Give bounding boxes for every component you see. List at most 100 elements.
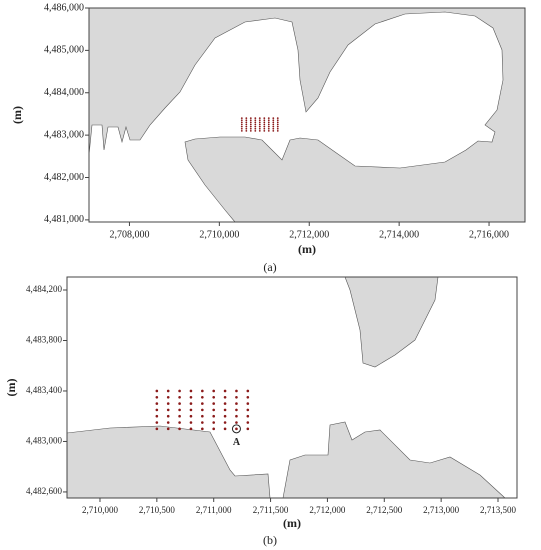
point (267, 117, 270, 120)
x-tick-label: 2,714,000 (379, 229, 419, 240)
point (223, 395, 227, 399)
point (249, 119, 252, 122)
point (254, 129, 257, 132)
point (249, 121, 252, 124)
point (223, 414, 227, 418)
y-tick-label: 4,484,200 (26, 284, 63, 294)
point (155, 408, 159, 412)
point (276, 123, 279, 126)
point (254, 119, 257, 122)
point (254, 117, 257, 120)
point (212, 389, 216, 393)
point (155, 395, 159, 399)
point (166, 427, 170, 431)
point (246, 408, 250, 412)
frame (66, 276, 518, 499)
point (258, 127, 261, 130)
point (235, 427, 238, 431)
x-tick-label: 2,710,000 (199, 229, 239, 240)
point (263, 119, 266, 122)
point (212, 414, 216, 418)
sea (88, 11, 504, 223)
point (178, 414, 181, 418)
x-tick-label: 2,708,000 (109, 229, 149, 240)
point (245, 127, 248, 130)
point (267, 119, 270, 122)
point (201, 414, 204, 418)
x-tick-label: 2,711,000 (196, 505, 232, 515)
y-tick-label: 4,482,600 (26, 486, 63, 496)
point (249, 117, 252, 120)
point (235, 402, 238, 405)
frame (88, 7, 526, 223)
point (276, 117, 279, 120)
point (223, 389, 227, 393)
y-tick-label: 4,482,000 (44, 172, 84, 183)
point (272, 121, 275, 124)
land (344, 276, 439, 368)
point (201, 421, 204, 424)
point (249, 129, 252, 132)
point (235, 421, 238, 424)
panel-b-map (66, 276, 518, 499)
point (166, 414, 170, 418)
x-axis-label: (m) (283, 516, 301, 530)
point (166, 402, 170, 405)
point (212, 427, 216, 431)
annotation-circle (231, 424, 241, 434)
point (272, 127, 275, 130)
point (258, 125, 261, 128)
point (245, 117, 248, 120)
point (240, 129, 243, 132)
point (276, 125, 279, 128)
point (246, 421, 250, 424)
point (178, 421, 181, 424)
point (235, 395, 238, 399)
point (272, 123, 275, 126)
point (272, 117, 275, 120)
point (246, 414, 250, 418)
point (235, 389, 238, 393)
x-tick-label: 2,712,000 (309, 505, 346, 515)
y-tick-label: 4,483,000 (44, 129, 84, 140)
point (258, 121, 261, 124)
point (189, 389, 193, 393)
x-tick-label: 2,713,500 (480, 505, 517, 515)
point (249, 125, 252, 128)
point (212, 395, 216, 399)
annotation-label: A (233, 437, 241, 448)
point (235, 408, 238, 412)
point (254, 125, 257, 128)
point (249, 123, 252, 126)
point (276, 121, 279, 124)
point (245, 121, 248, 124)
point (240, 117, 243, 120)
x-tick-label: 2,712,000 (289, 229, 329, 240)
caption: (b) (263, 533, 277, 547)
point (245, 123, 248, 126)
point (201, 408, 204, 412)
point (276, 129, 279, 132)
point (249, 127, 252, 130)
caption: (a) (263, 260, 276, 274)
point (272, 129, 275, 132)
point (246, 389, 250, 393)
point (267, 123, 270, 126)
point (189, 427, 193, 431)
y-tick-label: 4,483,400 (26, 385, 63, 395)
y-axis-label: (m) (4, 379, 18, 397)
point (246, 402, 250, 405)
point (223, 402, 227, 405)
point (155, 402, 159, 405)
point (240, 119, 243, 122)
point (267, 121, 270, 124)
point (201, 389, 204, 393)
point (267, 125, 270, 128)
point (258, 129, 261, 132)
point (166, 421, 170, 424)
y-tick-label: 4,483,000 (26, 436, 63, 446)
point (276, 127, 279, 130)
point (240, 125, 243, 128)
point (235, 414, 238, 418)
point (223, 408, 227, 412)
